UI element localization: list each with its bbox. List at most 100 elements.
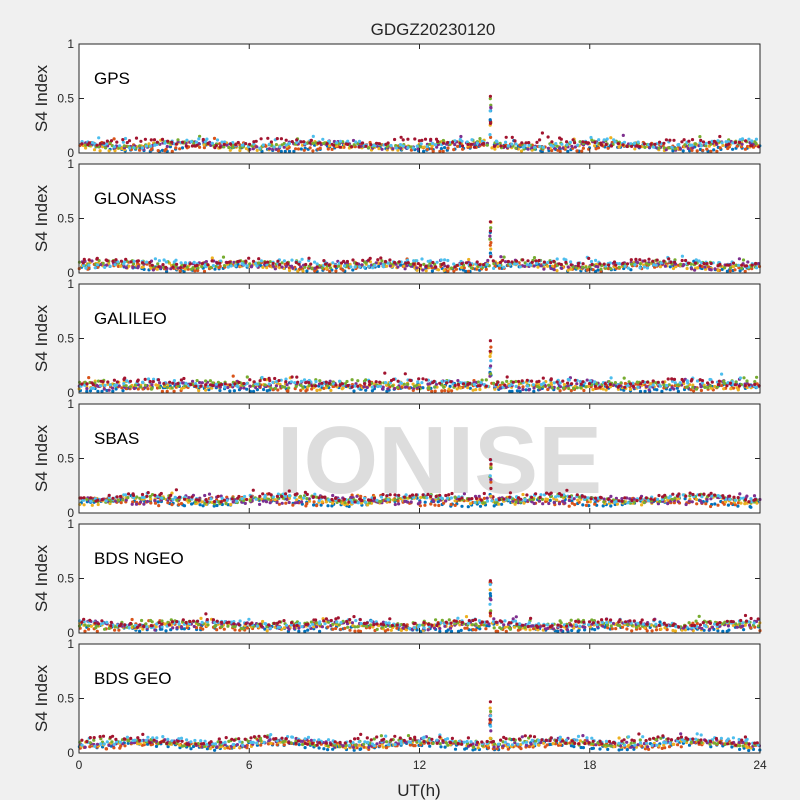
data-point xyxy=(538,138,542,142)
data-point xyxy=(602,262,606,266)
data-point xyxy=(689,267,694,271)
data-point xyxy=(416,262,420,266)
data-point xyxy=(336,264,341,268)
data-point xyxy=(701,148,705,152)
data-point xyxy=(478,504,483,508)
data-point xyxy=(515,262,519,266)
data-point xyxy=(251,488,255,492)
data-point xyxy=(232,389,236,393)
data-point xyxy=(700,379,705,383)
data-point xyxy=(481,263,486,267)
data-point xyxy=(173,495,177,499)
data-point xyxy=(589,259,594,264)
plot-area xyxy=(79,44,760,153)
data-point xyxy=(694,387,699,391)
data-point xyxy=(599,267,603,271)
data-point xyxy=(506,259,510,264)
data-points xyxy=(78,458,762,509)
data-point xyxy=(654,628,659,632)
data-point xyxy=(257,261,261,265)
data-point xyxy=(341,386,345,390)
data-point xyxy=(340,382,344,386)
data-point xyxy=(446,258,450,263)
data-point xyxy=(330,147,334,151)
data-point xyxy=(667,146,671,150)
data-point xyxy=(226,624,230,628)
data-point xyxy=(710,494,714,498)
data-point xyxy=(731,261,736,265)
data-point xyxy=(409,379,413,383)
data-point xyxy=(473,500,477,505)
spike-point xyxy=(489,226,493,230)
data-point xyxy=(243,494,247,499)
data-point xyxy=(145,260,149,264)
data-point xyxy=(170,386,174,390)
data-point xyxy=(246,145,251,149)
panel-label: GPS xyxy=(94,69,130,88)
data-point xyxy=(141,387,145,391)
data-point xyxy=(698,135,702,139)
data-point xyxy=(532,264,536,268)
data-point xyxy=(564,258,568,262)
data-point xyxy=(593,628,597,632)
data-point xyxy=(229,502,233,507)
data-point xyxy=(533,145,537,149)
data-point xyxy=(663,264,668,268)
data-point xyxy=(662,259,666,263)
data-point xyxy=(113,625,117,629)
data-point xyxy=(558,381,562,385)
data-point xyxy=(415,628,419,632)
data-point xyxy=(540,131,545,135)
data-point xyxy=(215,628,219,632)
data-point xyxy=(126,492,131,496)
data-point xyxy=(269,140,273,144)
data-point xyxy=(640,503,644,507)
data-point xyxy=(689,262,693,266)
data-point xyxy=(733,383,737,387)
data-point xyxy=(378,384,383,388)
data-point xyxy=(647,388,651,392)
data-point xyxy=(623,496,627,500)
data-point xyxy=(423,500,427,504)
data-point xyxy=(258,494,262,498)
data-point xyxy=(666,502,670,506)
data-point xyxy=(255,264,259,268)
data-point xyxy=(332,382,336,386)
data-point xyxy=(518,389,522,393)
data-point xyxy=(664,138,669,142)
data-point xyxy=(177,495,182,499)
data-point xyxy=(236,140,240,145)
data-point xyxy=(519,497,523,501)
data-point xyxy=(420,257,424,261)
data-point xyxy=(419,263,423,267)
spike-point xyxy=(489,480,493,484)
data-point xyxy=(112,378,116,382)
data-point xyxy=(697,493,702,497)
data-point xyxy=(745,385,749,390)
data-point xyxy=(225,498,229,502)
data-point xyxy=(113,628,117,632)
data-point xyxy=(89,624,93,628)
data-point xyxy=(136,387,140,391)
data-point xyxy=(579,386,583,390)
data-point xyxy=(172,379,176,383)
data-point xyxy=(484,267,488,271)
data-point xyxy=(460,262,464,266)
data-point xyxy=(754,619,759,624)
data-point xyxy=(166,139,170,143)
data-point xyxy=(655,388,659,392)
data-point xyxy=(666,377,670,381)
data-point xyxy=(569,260,573,264)
data-point xyxy=(350,145,354,149)
data-point xyxy=(670,145,674,149)
data-point xyxy=(358,265,362,269)
data-point xyxy=(301,269,305,273)
data-point xyxy=(508,262,512,266)
data-point xyxy=(517,386,521,390)
data-point xyxy=(396,265,400,269)
data-point xyxy=(418,387,422,391)
data-point xyxy=(755,501,759,505)
data-point xyxy=(100,498,104,502)
data-point xyxy=(406,258,410,262)
data-point xyxy=(755,266,759,270)
